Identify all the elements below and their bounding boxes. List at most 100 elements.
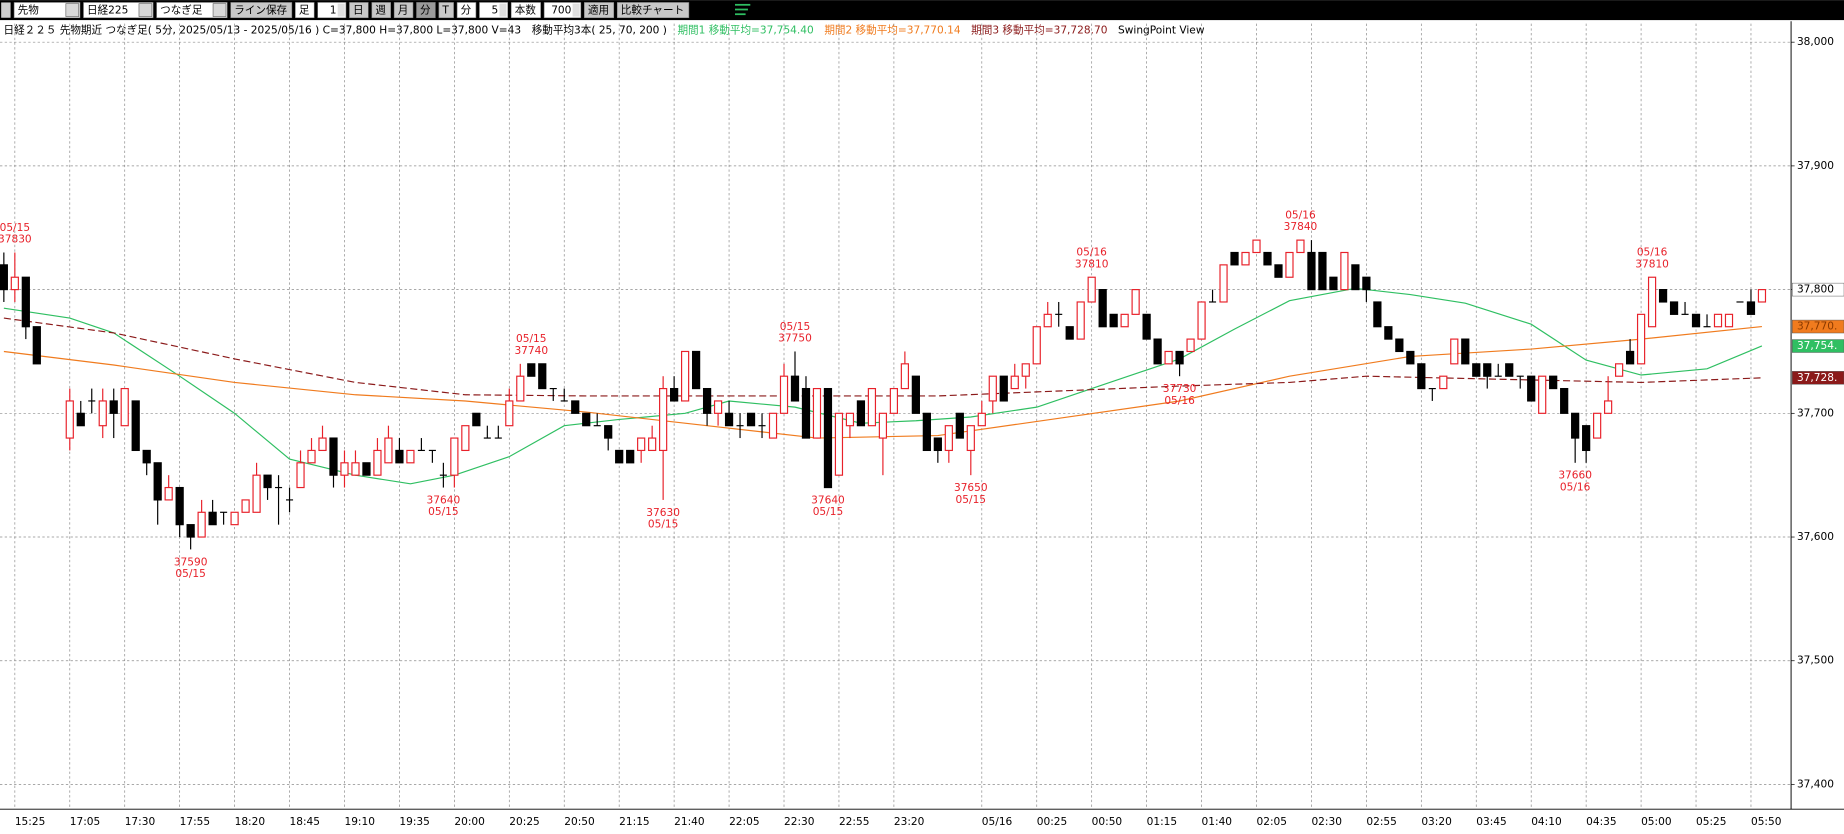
toolbar-select[interactable] bbox=[83, 2, 154, 19]
x-tick-label: 18:45 bbox=[290, 816, 321, 828]
toolbar-active[interactable] bbox=[416, 2, 436, 19]
candle-body bbox=[351, 462, 360, 476]
x-tick-label: 00:50 bbox=[1092, 816, 1123, 828]
swing-label: 05/16 bbox=[1076, 247, 1107, 259]
candle-body bbox=[1417, 363, 1426, 390]
candle-body bbox=[263, 474, 272, 489]
toolbar-select[interactable] bbox=[156, 2, 228, 19]
toolbar-button[interactable] bbox=[371, 2, 391, 19]
candle-body bbox=[1384, 326, 1393, 340]
swing-label: 37650 bbox=[954, 482, 988, 494]
swing-label: 37640 bbox=[811, 494, 845, 506]
candle-body bbox=[1142, 313, 1151, 340]
price-tag bbox=[1792, 371, 1844, 385]
candle-body bbox=[1098, 289, 1107, 328]
candle-body bbox=[790, 375, 800, 402]
toolbar-button[interactable] bbox=[393, 2, 414, 19]
candle-body bbox=[1604, 400, 1613, 414]
toolbar-text: ライン保存 bbox=[234, 4, 287, 17]
candle-body bbox=[1757, 289, 1767, 303]
candle-body bbox=[1669, 301, 1679, 315]
x-tick-label: 05:00 bbox=[1641, 816, 1672, 828]
select-arrow[interactable] bbox=[212, 3, 227, 17]
toolbar-arrow[interactable] bbox=[1, 2, 11, 18]
select-arrow[interactable] bbox=[65, 3, 80, 17]
x-tick-label: 20:25 bbox=[509, 816, 539, 828]
moving-average-line bbox=[3, 325, 1762, 439]
candle-body bbox=[1318, 251, 1327, 291]
swing-label: 37640 bbox=[427, 494, 461, 506]
toolbar-text: 足 bbox=[299, 5, 310, 17]
y-tick-label: 37,500 bbox=[1797, 655, 1834, 667]
toolbar-button[interactable] bbox=[438, 2, 454, 19]
candle-body bbox=[1109, 313, 1118, 328]
swing-label: 37660 bbox=[1558, 470, 1592, 482]
candle-body bbox=[1131, 289, 1140, 315]
toolbar-text: 日経225 bbox=[87, 4, 128, 17]
candle-body bbox=[1527, 375, 1536, 402]
candle-body bbox=[1636, 313, 1646, 365]
toolbar-select[interactable] bbox=[13, 2, 81, 19]
compare-icon[interactable] bbox=[735, 3, 751, 16]
candle-body bbox=[823, 387, 833, 489]
candle-body bbox=[1395, 338, 1404, 353]
candle-body bbox=[604, 425, 613, 439]
toolbar-input[interactable] bbox=[543, 2, 582, 19]
x-tick-label: 21:40 bbox=[674, 816, 705, 828]
toolbar-text: 週 bbox=[375, 5, 386, 17]
candle-body bbox=[911, 375, 920, 414]
x-tick-label: 02:05 bbox=[1257, 816, 1288, 828]
swing-label: 37810 bbox=[1075, 258, 1109, 270]
candle-body bbox=[746, 412, 756, 427]
toolbar-button[interactable] bbox=[349, 2, 369, 19]
candle-body bbox=[944, 425, 953, 452]
candle-body bbox=[691, 350, 701, 390]
candle-body bbox=[1483, 363, 1492, 377]
candle-body bbox=[1285, 251, 1294, 278]
x-tick-label: 05:25 bbox=[1696, 816, 1727, 828]
x-tick-label: 23:20 bbox=[894, 816, 925, 828]
candle-body bbox=[1252, 239, 1261, 254]
toolbar-button[interactable] bbox=[616, 2, 690, 19]
swing-label: 05/15 bbox=[956, 494, 987, 506]
candle-body bbox=[648, 437, 657, 452]
candle-body bbox=[637, 437, 646, 452]
candle-body bbox=[153, 462, 162, 501]
candle-body bbox=[1571, 412, 1580, 439]
candle-body bbox=[615, 449, 624, 464]
candle-body bbox=[1647, 276, 1657, 328]
candle-body bbox=[922, 412, 931, 452]
candle-body bbox=[582, 412, 591, 427]
candle-body bbox=[307, 449, 316, 464]
candle-body bbox=[120, 387, 129, 427]
toolbar-label bbox=[456, 2, 477, 19]
candle-body bbox=[131, 400, 140, 452]
spin[interactable] bbox=[499, 3, 507, 17]
candle-body bbox=[955, 412, 964, 439]
swing-label: 37730 bbox=[1163, 383, 1197, 395]
candle-body bbox=[76, 412, 85, 427]
x-tick-label: 02:30 bbox=[1311, 816, 1342, 828]
price-tag bbox=[1792, 282, 1844, 297]
x-tick-label: 17:55 bbox=[180, 816, 211, 828]
candle-body bbox=[208, 511, 217, 526]
x-tick-label: 05:50 bbox=[1751, 816, 1782, 828]
candle-body bbox=[889, 387, 899, 414]
candle-body bbox=[373, 449, 382, 476]
candle-body bbox=[1032, 326, 1041, 365]
x-tick-label: 05/16 bbox=[982, 816, 1013, 828]
select-arrow[interactable] bbox=[138, 3, 153, 17]
candle-body bbox=[988, 375, 997, 402]
x-tick-label: 01:15 bbox=[1147, 816, 1178, 828]
x-tick-label: 19:10 bbox=[344, 816, 375, 828]
spin[interactable] bbox=[337, 3, 345, 17]
candle-body bbox=[845, 412, 855, 427]
candle-body bbox=[1549, 375, 1558, 390]
candle-body bbox=[1746, 301, 1756, 315]
candle-body bbox=[1120, 313, 1129, 328]
candle-body bbox=[834, 412, 844, 476]
toolbar-button[interactable] bbox=[230, 2, 293, 19]
toolbar-button[interactable] bbox=[584, 2, 615, 19]
spin[interactable] bbox=[572, 3, 580, 17]
